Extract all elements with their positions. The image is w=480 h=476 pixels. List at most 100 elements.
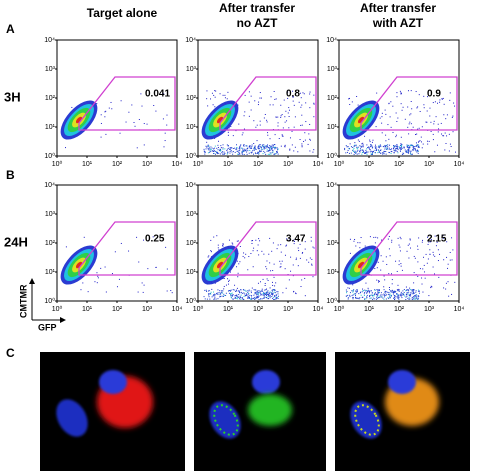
event — [423, 256, 425, 258]
event — [231, 151, 233, 153]
event — [427, 243, 429, 245]
event — [369, 297, 371, 299]
event — [409, 145, 411, 147]
event — [372, 139, 374, 141]
event — [238, 149, 240, 151]
event — [402, 152, 404, 154]
event — [204, 151, 206, 153]
event — [268, 253, 270, 255]
event — [203, 150, 205, 152]
event — [422, 291, 424, 293]
event — [374, 149, 376, 151]
event — [416, 296, 418, 298]
gate — [78, 76, 176, 131]
event — [260, 298, 262, 300]
event — [228, 283, 230, 285]
event — [389, 295, 391, 297]
event — [284, 121, 286, 123]
event — [237, 272, 239, 274]
event — [264, 296, 266, 298]
event — [368, 273, 370, 275]
event — [416, 107, 418, 109]
event — [256, 294, 258, 296]
event — [272, 284, 274, 286]
event — [251, 287, 253, 289]
event — [349, 292, 351, 294]
event — [284, 268, 286, 270]
event — [243, 292, 245, 294]
event — [368, 292, 370, 294]
event — [207, 152, 209, 154]
event — [257, 146, 259, 148]
event — [383, 152, 385, 154]
event — [363, 151, 365, 153]
event — [204, 153, 206, 155]
y-tick-label: 10¹ — [327, 269, 338, 276]
event — [397, 294, 399, 296]
event — [236, 144, 238, 146]
event — [416, 298, 418, 300]
event — [269, 149, 271, 151]
event — [251, 297, 253, 299]
event — [425, 253, 427, 255]
event — [435, 245, 437, 247]
event — [409, 298, 411, 300]
event — [385, 153, 387, 155]
event — [259, 240, 261, 242]
event — [447, 281, 449, 283]
event — [249, 147, 251, 149]
event — [275, 298, 277, 300]
event — [276, 150, 278, 152]
y-tick-label: 10⁰ — [185, 297, 196, 305]
event — [281, 260, 283, 262]
event — [401, 294, 403, 296]
event — [254, 148, 256, 150]
y-tick-label: 10¹ — [45, 269, 56, 276]
event — [213, 150, 215, 152]
event — [231, 242, 233, 244]
event — [210, 293, 212, 295]
event — [217, 144, 219, 146]
event — [244, 149, 246, 151]
event — [429, 107, 431, 109]
event — [285, 245, 287, 247]
event — [232, 289, 234, 291]
event — [247, 269, 249, 271]
event — [277, 295, 279, 297]
event — [255, 148, 257, 150]
event — [417, 146, 419, 148]
event — [246, 153, 248, 155]
x-tick-label: 10¹ — [82, 161, 93, 168]
event — [407, 152, 409, 154]
event — [229, 148, 231, 150]
event — [232, 153, 234, 155]
event — [371, 152, 373, 154]
event — [412, 292, 414, 294]
event — [87, 291, 89, 293]
event — [418, 290, 420, 292]
event — [252, 250, 254, 252]
event — [222, 292, 224, 294]
event — [211, 296, 213, 298]
event — [398, 244, 400, 246]
event — [263, 148, 265, 150]
event — [232, 147, 234, 149]
event — [239, 298, 241, 300]
event — [383, 294, 385, 296]
event — [399, 294, 401, 296]
y-tick-label: 10⁰ — [44, 297, 55, 305]
event — [248, 146, 250, 148]
event — [266, 119, 268, 121]
event — [401, 147, 403, 149]
event — [288, 107, 290, 109]
event — [411, 298, 413, 300]
event — [434, 273, 436, 275]
event — [295, 292, 297, 294]
event — [346, 151, 348, 153]
event — [413, 282, 415, 284]
x-tick-label: 10³ — [142, 306, 153, 313]
event — [357, 104, 359, 106]
event — [290, 256, 292, 258]
event — [353, 150, 355, 152]
event — [403, 289, 405, 291]
